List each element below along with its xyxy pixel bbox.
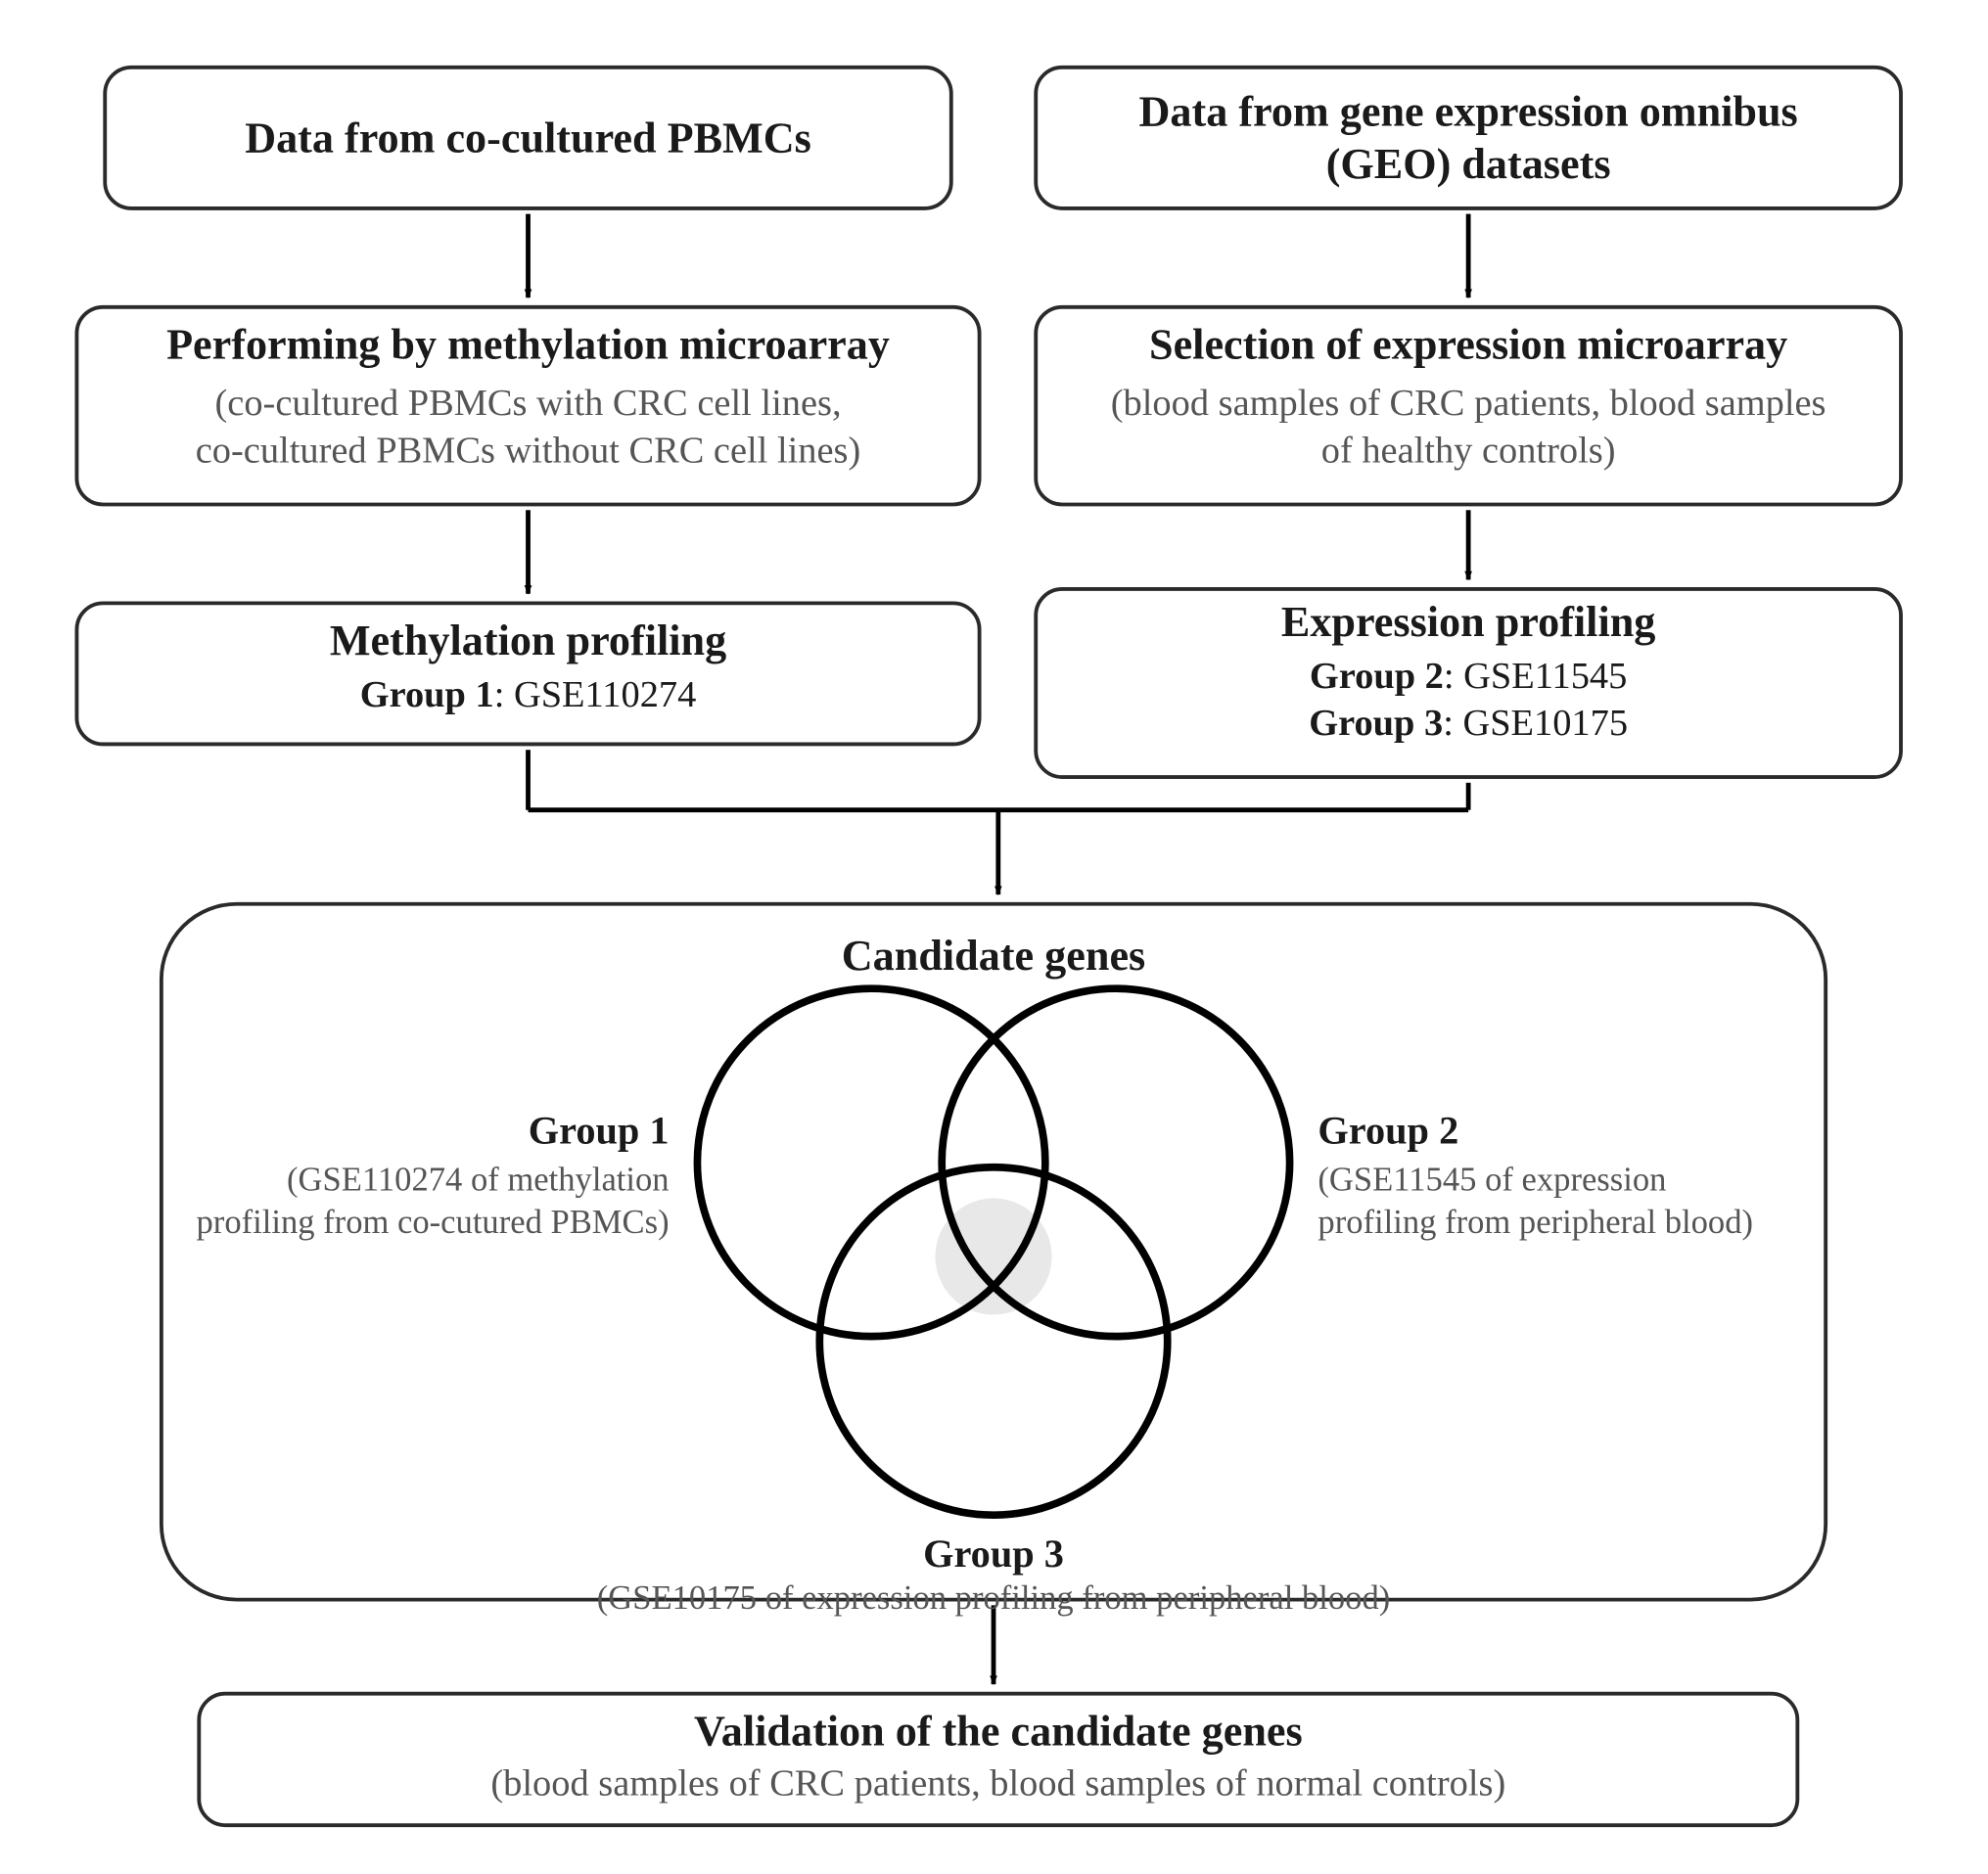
title-c1: Methylation profiling: [330, 617, 726, 664]
c2-group3: Group 3: GSE10175: [1309, 703, 1628, 744]
sub-b1-1: (co-cultured PBMCs with CRC cell lines,: [214, 383, 841, 424]
venn-g2-s2: profiling from peripheral blood): [1318, 1204, 1753, 1241]
venn-g1-s1: (GSE110274 of methylation: [287, 1162, 670, 1199]
venn-g2-bold: Group 2: [1318, 1109, 1458, 1153]
c1-group-line: Group 1: GSE110274: [360, 674, 697, 715]
title-b2: Selection of expression microarray: [1149, 321, 1787, 369]
sub-validation: (blood samples of CRC patients, blood sa…: [490, 1762, 1505, 1804]
title-validation: Validation of the candidate genes: [694, 1708, 1303, 1756]
sub-b2-1: (blood samples of CRC patients, blood sa…: [1111, 383, 1826, 424]
sub-b1-2: co-cultured PBMCs without CRC cell lines…: [196, 430, 861, 471]
title-a2-l2: (GEO) datasets: [1326, 140, 1611, 188]
venn-g3-sub: (GSE10175 of expression profiling from p…: [597, 1579, 1391, 1617]
venn-g2-s1: (GSE11545 of expression: [1318, 1162, 1666, 1199]
venn-g1-s2: profiling from co-cutured PBMCs): [197, 1204, 670, 1241]
title-candidate: Candidate genes: [842, 932, 1145, 980]
title-a1: Data from co-cultured PBMCs: [245, 114, 811, 161]
sub-b2-2: of healthy controls): [1321, 430, 1616, 471]
venn-g1-bold: Group 1: [529, 1109, 670, 1153]
title-c2: Expression profiling: [1281, 598, 1656, 646]
c2-group2: Group 2: GSE11545: [1310, 656, 1627, 697]
venn-g3-bold: Group 3: [923, 1531, 1064, 1576]
flowchart-svg: Data from co-cultured PBMCs Data from gen…: [39, 39, 1949, 1835]
title-b1: Performing by methylation microarray: [166, 321, 890, 369]
venn-circle-2: [942, 988, 1289, 1336]
title-a2-l1: Data from gene expression omnibus: [1139, 87, 1798, 135]
